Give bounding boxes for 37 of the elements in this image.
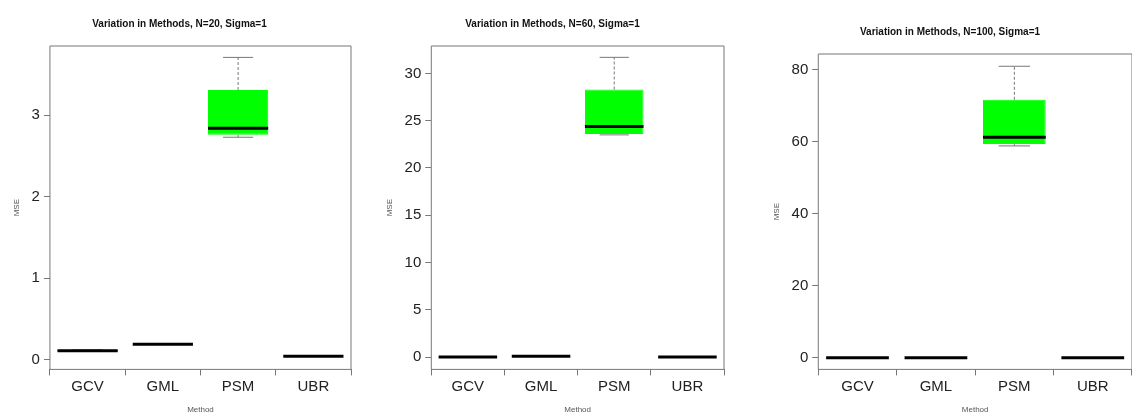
y-tick-label: 5: [412, 299, 422, 317]
y-tick-label: 10: [404, 252, 422, 270]
y-tick-label: 60: [791, 131, 809, 149]
x-tick-label: UBR: [297, 376, 330, 394]
x-tick-label: GCV: [451, 376, 485, 394]
y-tick-label: 80: [791, 59, 809, 77]
y-tick-label: 40: [791, 203, 809, 221]
x-tick-label: GML: [919, 376, 953, 394]
x-tick-label: GCV: [841, 376, 874, 394]
x-axis-title: Method: [187, 405, 214, 415]
y-tick-label: 0: [412, 347, 422, 365]
x-tick-label: PSM: [221, 376, 255, 394]
x-tick-label: PSM: [998, 376, 1031, 394]
y-tick-label: 30: [404, 63, 422, 81]
x-tick-label: GCV: [71, 376, 104, 394]
x-tick-label: UBR: [1076, 376, 1109, 394]
y-tick-label: 20: [404, 158, 422, 176]
x-axis-title: Method: [961, 405, 989, 415]
y-axis-title: MSE: [12, 199, 21, 217]
chart-title: Variation in Methods, N=20, Sigma=1: [92, 17, 268, 29]
x-tick-label: PSM: [597, 376, 631, 394]
chart-title: Variation in Methods, N=60, Sigma=1: [465, 17, 641, 29]
y-axis-title: MSE: [772, 203, 781, 221]
y-tick-label: 3: [31, 105, 40, 123]
x-tick-label: GML: [146, 376, 180, 394]
y-tick-label: 20: [791, 275, 809, 293]
y-tick-label: 0: [31, 349, 40, 367]
x-tick-label: GML: [524, 376, 558, 394]
y-tick-label: 2: [31, 186, 40, 204]
y-axis-title: MSE: [385, 199, 394, 217]
x-tick-label: UBR: [671, 376, 704, 394]
y-tick-label: 1: [31, 268, 40, 286]
y-tick-label: 0: [799, 348, 809, 366]
chart-title: Variation in Methods, N=100, Sigma=1: [859, 25, 1041, 37]
y-tick-label: 25: [404, 110, 422, 128]
y-tick-label: 15: [404, 205, 422, 223]
x-axis-title: Method: [564, 405, 591, 415]
